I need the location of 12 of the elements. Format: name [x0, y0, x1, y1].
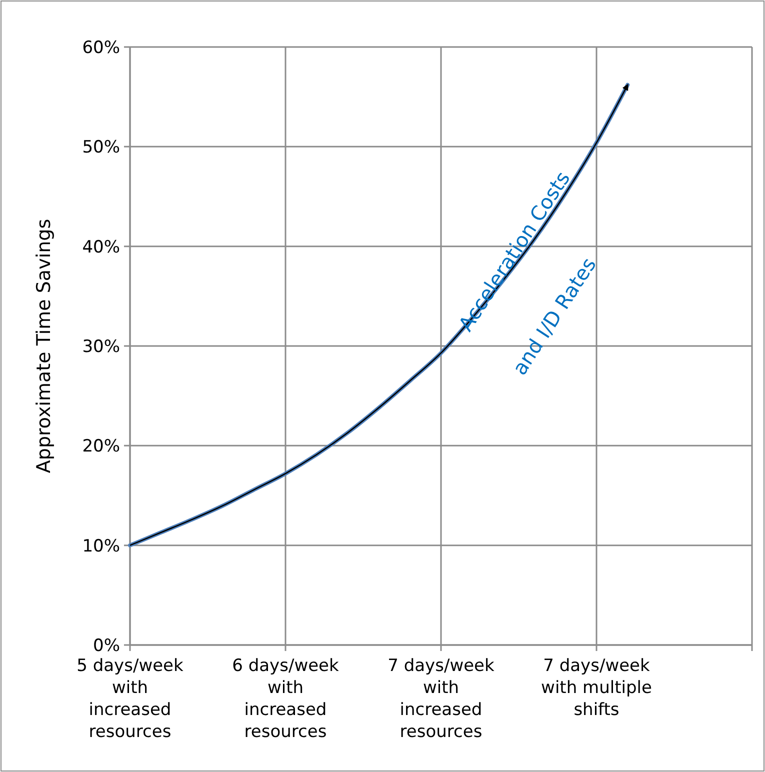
- x-tick-label: 5 days/week with increased resources: [76, 656, 184, 742]
- x-tick-label: 7 days/week with multiple shifts: [541, 656, 652, 720]
- x-tick-label: 7 days/week with increased resources: [388, 656, 495, 742]
- y-tick-label: 0%: [93, 636, 120, 656]
- x-tick-label: 6 days/week with increased resources: [232, 656, 340, 742]
- y-tick-label: 50%: [82, 138, 120, 158]
- y-tick-label: 60%: [82, 38, 120, 58]
- y-tick-label: 40%: [82, 237, 120, 258]
- y-tick-label: 20%: [82, 436, 120, 457]
- y-tick-label: 10%: [82, 536, 120, 556]
- y-axis-title: Approximate Time Savings: [33, 218, 55, 474]
- y-tick-label: 30%: [82, 336, 120, 357]
